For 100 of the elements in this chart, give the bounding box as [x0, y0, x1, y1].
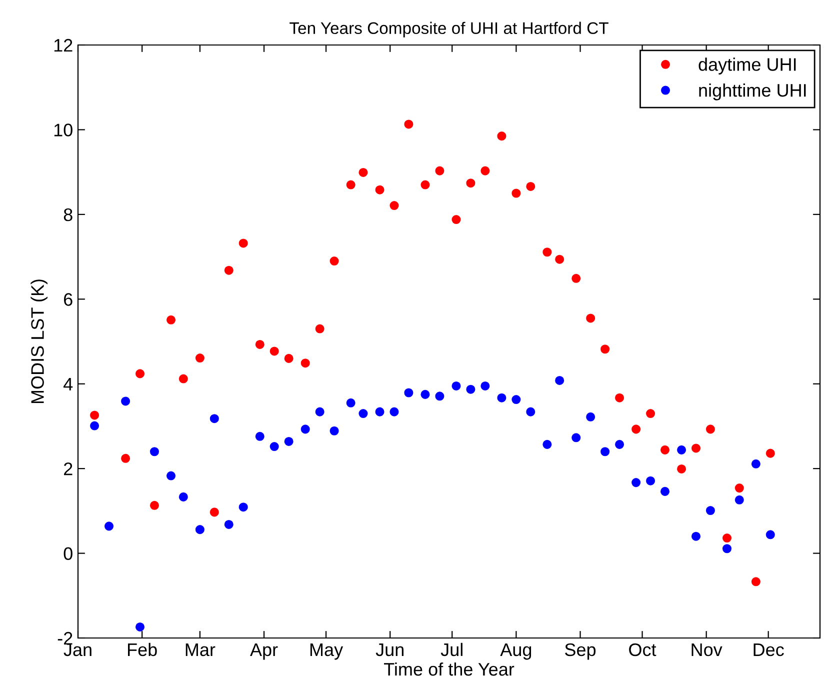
point [691, 444, 701, 453]
x-tick-label: Dec [754, 644, 784, 656]
point [330, 256, 339, 266]
y-tick-label: 10 [54, 124, 72, 136]
point [452, 214, 461, 224]
point [435, 166, 444, 176]
point [751, 459, 760, 468]
point [375, 185, 384, 194]
point [600, 447, 610, 456]
point [420, 180, 430, 190]
point [404, 388, 414, 398]
point [224, 520, 234, 529]
point [646, 476, 656, 486]
point [572, 274, 581, 283]
point [706, 424, 715, 434]
point [135, 369, 145, 378]
point [722, 534, 732, 543]
point [90, 421, 100, 430]
point [390, 201, 399, 210]
x-axis-title: Time of the Year [384, 662, 514, 676]
point [497, 393, 506, 402]
point [255, 340, 264, 349]
x-tick-label: Jun [376, 644, 404, 656]
point [660, 486, 670, 496]
point [766, 530, 775, 540]
point [497, 132, 506, 141]
point [284, 354, 294, 363]
x-tick-label: Feb [128, 642, 157, 656]
point [677, 464, 686, 474]
y-tick-label: 6 [64, 293, 72, 306]
point [270, 442, 279, 452]
point [346, 398, 356, 408]
x-tick-label: Aug [500, 644, 532, 660]
point [178, 492, 188, 502]
point [677, 445, 686, 454]
point [660, 445, 670, 454]
x-tick-label: Nov [692, 644, 722, 656]
point [284, 436, 294, 446]
point [346, 180, 356, 190]
point [300, 424, 310, 434]
point [178, 374, 188, 384]
point [466, 384, 476, 394]
y-tick-label: 8 [64, 208, 72, 222]
point [195, 354, 204, 363]
point [195, 525, 204, 534]
x-tick-label: Jul [440, 642, 462, 656]
point [150, 500, 159, 510]
point [480, 166, 490, 176]
point [586, 314, 596, 323]
point [706, 506, 715, 516]
point [315, 407, 324, 416]
point [452, 381, 461, 390]
point [435, 392, 444, 401]
point [512, 395, 521, 404]
point [300, 358, 310, 368]
y-tick-label: 12 [54, 38, 72, 52]
point [150, 447, 159, 456]
point [691, 532, 701, 541]
point [586, 412, 596, 422]
x-tick-label: Mar [186, 644, 216, 656]
x-tick-label: Apr [250, 644, 278, 660]
point [600, 344, 610, 354]
point [632, 478, 641, 488]
point [270, 346, 279, 356]
point [512, 188, 521, 198]
point [632, 424, 641, 434]
y-tick-label: 0 [64, 547, 72, 560]
y-axis-title: MODIS LST (K) [30, 280, 48, 404]
point [722, 544, 732, 554]
point [420, 390, 430, 399]
y-tick-label: 4 [64, 378, 73, 390]
point [466, 178, 476, 188]
point [90, 410, 100, 420]
point [315, 324, 324, 334]
point [555, 254, 564, 264]
x-tick-label: Sep [565, 643, 596, 660]
x-tick-label: Oct [629, 643, 656, 656]
point [210, 508, 219, 517]
x-tick-label: Jan [64, 644, 92, 656]
point [330, 426, 339, 436]
point [375, 407, 384, 416]
point [210, 414, 219, 424]
legend-label: daytime UHI [698, 58, 796, 74]
point [404, 120, 414, 129]
point [255, 432, 264, 441]
point [751, 577, 760, 586]
x-tick-label: May [310, 644, 344, 660]
point [238, 502, 248, 512]
point [390, 407, 399, 416]
point [135, 622, 145, 632]
point [480, 381, 490, 390]
point [224, 266, 234, 275]
point [555, 376, 564, 385]
point [104, 522, 114, 531]
y-tick-label: 2 [64, 462, 72, 476]
point [526, 407, 536, 416]
point [646, 408, 656, 418]
point [766, 448, 775, 458]
point [615, 440, 624, 449]
point [615, 393, 624, 402]
